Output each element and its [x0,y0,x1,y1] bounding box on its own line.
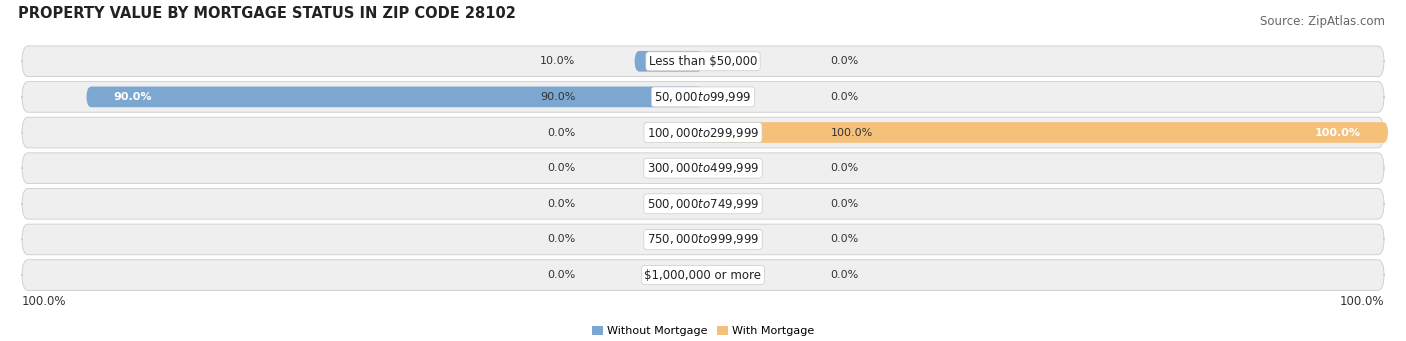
FancyBboxPatch shape [22,189,1384,219]
Text: $750,000 to $999,999: $750,000 to $999,999 [647,233,759,247]
FancyBboxPatch shape [22,81,1384,112]
Text: 0.0%: 0.0% [547,128,575,137]
Text: 0.0%: 0.0% [831,270,859,280]
Text: 0.0%: 0.0% [547,234,575,244]
Text: $1,000,000 or more: $1,000,000 or more [644,269,762,282]
Legend: Without Mortgage, With Mortgage: Without Mortgage, With Mortgage [588,322,818,341]
FancyBboxPatch shape [22,153,1384,183]
Text: 0.0%: 0.0% [547,199,575,209]
Text: 100.0%: 100.0% [22,295,66,308]
Text: $100,000 to $299,999: $100,000 to $299,999 [647,125,759,139]
Text: 90.0%: 90.0% [540,92,575,102]
Text: 100.0%: 100.0% [831,128,873,137]
FancyBboxPatch shape [634,51,703,72]
Text: $500,000 to $749,999: $500,000 to $749,999 [647,197,759,211]
FancyBboxPatch shape [22,224,1384,255]
Text: PROPERTY VALUE BY MORTGAGE STATUS IN ZIP CODE 28102: PROPERTY VALUE BY MORTGAGE STATUS IN ZIP… [18,6,516,21]
Text: 0.0%: 0.0% [831,199,859,209]
Text: 0.0%: 0.0% [831,56,859,66]
Text: 0.0%: 0.0% [547,270,575,280]
Text: Source: ZipAtlas.com: Source: ZipAtlas.com [1260,15,1385,28]
Text: Less than $50,000: Less than $50,000 [648,55,758,68]
Text: 0.0%: 0.0% [831,234,859,244]
Text: 0.0%: 0.0% [547,163,575,173]
FancyBboxPatch shape [703,122,1388,143]
FancyBboxPatch shape [22,260,1384,291]
Text: 100.0%: 100.0% [1315,128,1361,137]
FancyBboxPatch shape [86,87,703,107]
FancyBboxPatch shape [22,46,1384,77]
Text: 0.0%: 0.0% [831,92,859,102]
FancyBboxPatch shape [22,117,1384,148]
Text: 0.0%: 0.0% [831,163,859,173]
Text: 90.0%: 90.0% [114,92,152,102]
Text: $300,000 to $499,999: $300,000 to $499,999 [647,161,759,175]
Text: $50,000 to $99,999: $50,000 to $99,999 [654,90,752,104]
Text: 10.0%: 10.0% [540,56,575,66]
Text: 100.0%: 100.0% [1340,295,1384,308]
